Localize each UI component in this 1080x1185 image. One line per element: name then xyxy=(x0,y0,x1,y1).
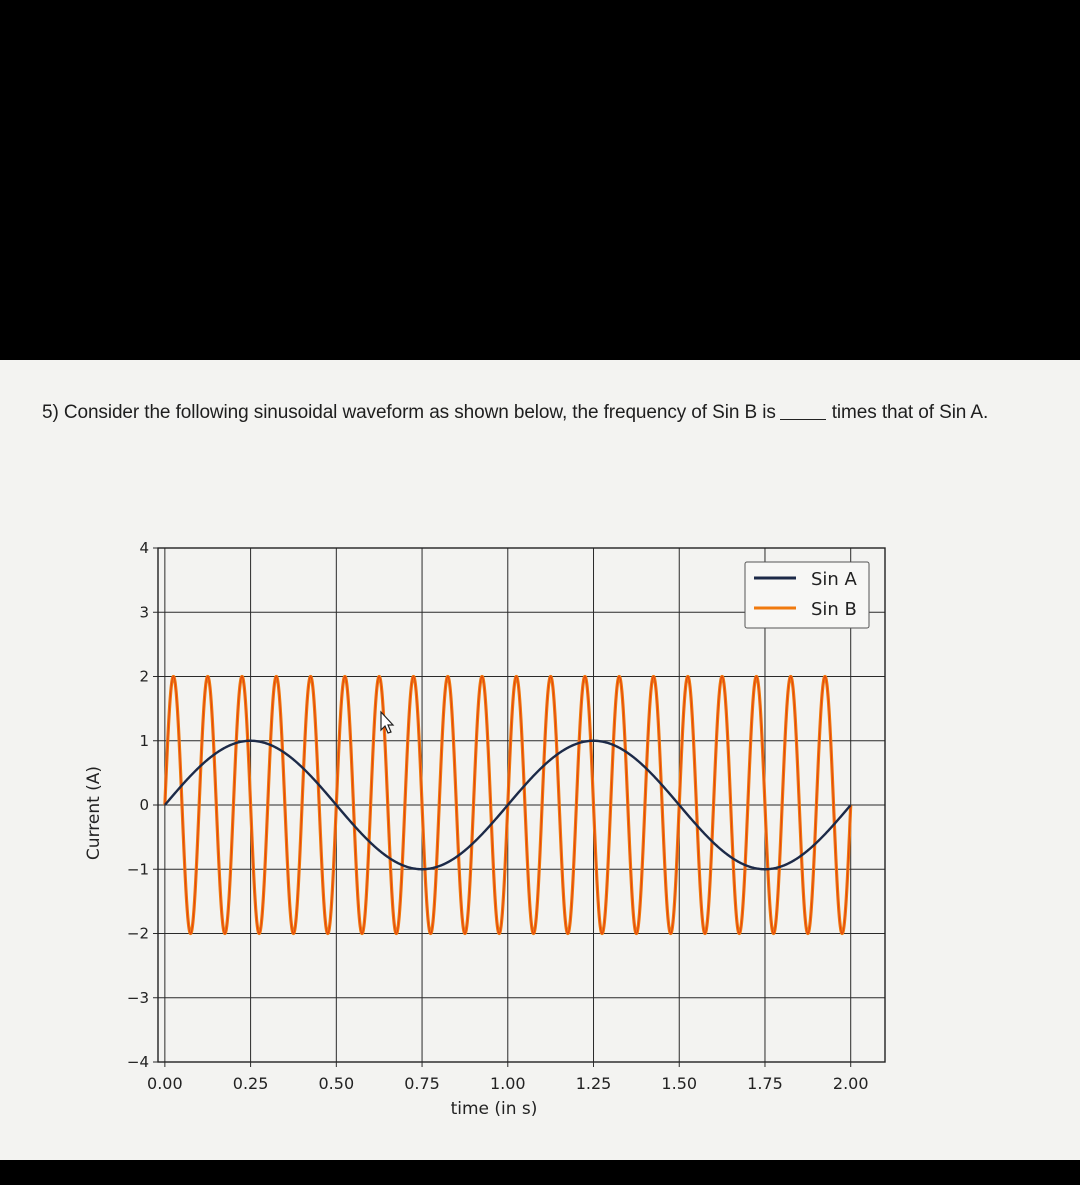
question-suffix: times that of Sin A. xyxy=(831,402,989,423)
y-tick-label: −1 xyxy=(127,860,149,878)
mouse-pointer-icon xyxy=(380,710,395,734)
y-tick-label: −4 xyxy=(127,1053,149,1071)
legend-label-sin-b: Sin B xyxy=(811,599,857,620)
x-tick-label: 0.00 xyxy=(147,1074,183,1093)
series-layer xyxy=(163,674,853,936)
series-sin-a-line xyxy=(163,739,852,871)
y-tick-label: 0 xyxy=(139,796,149,814)
x-tick-label: 0.25 xyxy=(233,1074,269,1093)
question-prefix: 5) Consider the following sinusoidal wav… xyxy=(42,402,776,423)
x-tick-label: 1.75 xyxy=(747,1074,783,1093)
y-tick-label: −3 xyxy=(127,989,149,1007)
question-text: 5) Consider the following sinusoidal wav… xyxy=(42,402,1078,424)
y-tick-label: 1 xyxy=(139,732,149,750)
x-tick-label: 1.25 xyxy=(576,1074,612,1093)
y-tick-label: −2 xyxy=(127,925,149,943)
x-axis-label: time (in s) xyxy=(451,1099,538,1119)
legend: Sin A Sin B xyxy=(744,561,870,629)
y-tick-label: 3 xyxy=(139,603,149,621)
x-tick-label: 0.75 xyxy=(404,1074,440,1093)
x-tick-label: 1.50 xyxy=(661,1074,697,1093)
y-tick-label: 2 xyxy=(139,668,149,686)
y-tick-label: 4 xyxy=(139,539,149,557)
y-axis-label: Current (A) xyxy=(84,766,104,860)
x-tick-label: 2.00 xyxy=(833,1074,869,1093)
legend-label-sin-a: Sin A xyxy=(811,569,858,590)
x-tick-label: 0.50 xyxy=(319,1074,355,1093)
answer-blank[interactable] xyxy=(779,419,826,420)
x-tick-label: 1.00 xyxy=(490,1074,526,1093)
tick-layer: 0.00 0.25 0.50 0.75 1.00 1.25 1.50 1.75 2.00 4 3 2 1… xyxy=(127,539,869,1093)
